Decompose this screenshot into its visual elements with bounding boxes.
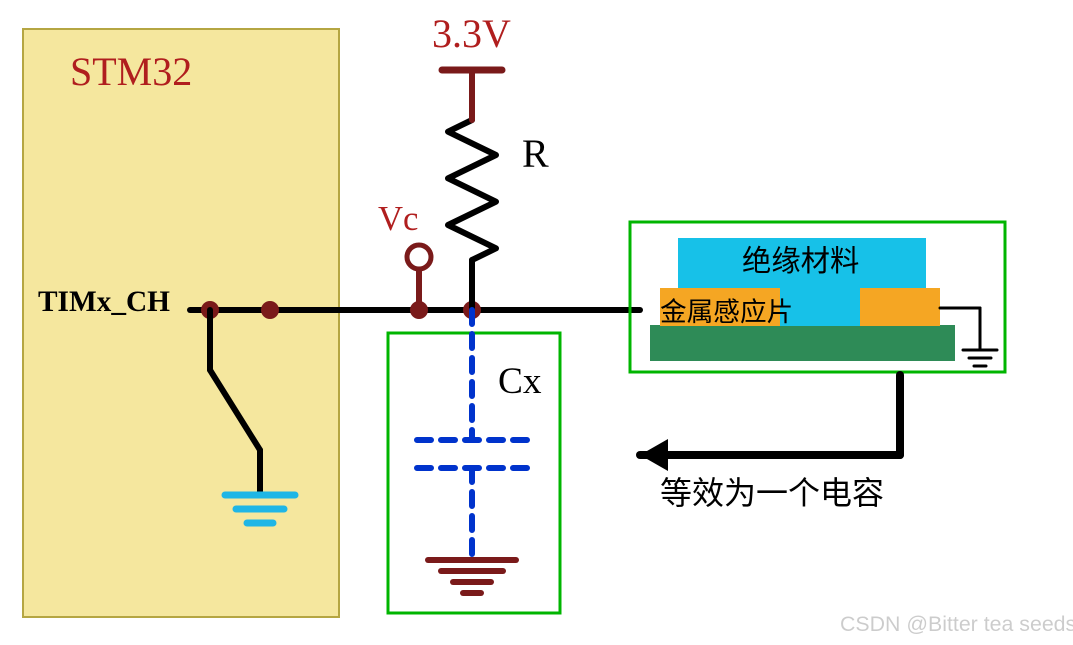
label-stm32: STM32 xyxy=(70,48,192,95)
schematic-svg xyxy=(0,0,1073,645)
label-metal: 金属感应片 xyxy=(660,290,793,329)
label-insulator: 绝缘材料 xyxy=(742,238,859,280)
label-vcc: 3.3V xyxy=(432,10,511,57)
label-r: R xyxy=(522,130,549,177)
label-vc: Vc xyxy=(378,200,418,239)
label-arrow-note: 等效为一个电容 xyxy=(660,468,884,514)
label-cx: Cx xyxy=(498,360,542,403)
watermark-text: CSDN @Bitter tea seeds xyxy=(840,612,1073,637)
label-timx: TIMx_CH xyxy=(38,286,170,319)
